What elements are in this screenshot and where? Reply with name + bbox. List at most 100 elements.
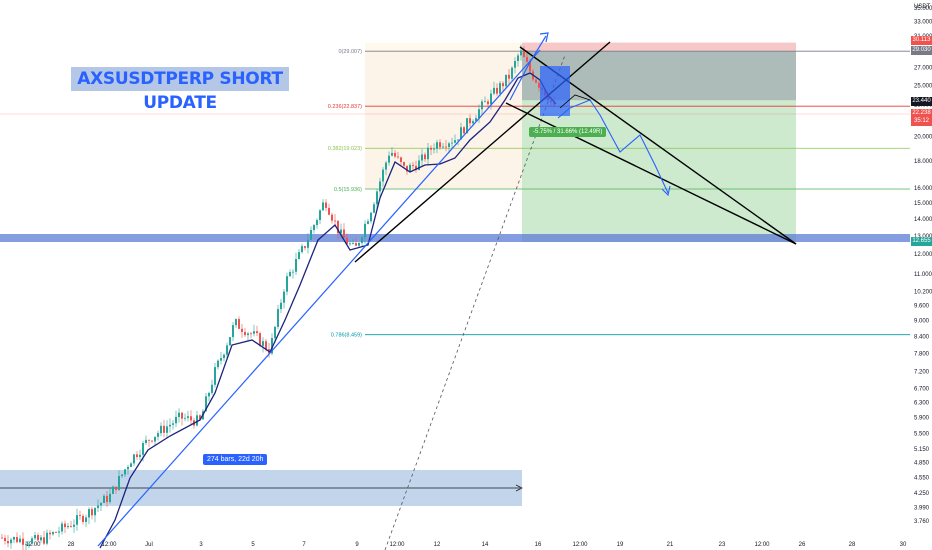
y-tick-label: 12.000 — [914, 252, 932, 258]
candle-body — [319, 210, 321, 221]
candle-body — [256, 331, 258, 334]
y-tick-label: 13.000 — [914, 234, 932, 240]
candle-body — [220, 358, 222, 361]
candle-body — [187, 416, 189, 418]
y-tick-label: 8.400 — [914, 334, 930, 340]
fib-zone-mid — [365, 51, 522, 189]
fib-label: 0(29.007) — [338, 49, 362, 55]
take-profit-zone — [522, 100, 796, 242]
bars-range-label: 274 bars, 22d 20h — [203, 454, 268, 465]
candle-body — [481, 101, 483, 110]
y-tick-label: 11.000 — [914, 272, 932, 278]
candle-body — [478, 109, 480, 119]
candle-body — [145, 439, 147, 444]
candle-body — [433, 148, 435, 150]
x-tick-label: 7 — [302, 542, 306, 548]
candle-body — [289, 272, 291, 277]
candle-body — [346, 237, 348, 244]
candle-body — [166, 426, 168, 433]
candle-body — [34, 535, 36, 539]
candle-body — [445, 146, 447, 148]
y-tick-label: 4.550 — [914, 475, 930, 481]
candle-body — [178, 412, 180, 417]
y-tick-label: 6.300 — [914, 400, 930, 406]
candle-body — [364, 223, 366, 238]
candle-body — [151, 440, 153, 442]
x-tick-label: 19 — [617, 542, 624, 548]
candle-body — [121, 474, 123, 477]
candle-body — [316, 220, 318, 226]
candle-body — [208, 392, 210, 397]
y-tick-label: 15.000 — [914, 201, 932, 207]
candle-body — [508, 74, 510, 79]
x-tick-label: 30 — [900, 542, 907, 548]
candle-body — [28, 543, 30, 545]
candle-body — [328, 207, 330, 215]
candle-body — [196, 415, 198, 426]
candle-body — [280, 302, 282, 310]
candle-body — [469, 118, 471, 124]
y-tick-label: 5.150 — [914, 447, 930, 453]
projection-box — [540, 66, 570, 116]
candle-body — [409, 164, 411, 172]
candle-body — [88, 509, 90, 518]
y-tick-label: 35.000 — [914, 6, 932, 12]
candle-body — [358, 242, 360, 246]
candle-body — [244, 331, 246, 336]
y-tick-label: 14.000 — [914, 217, 932, 223]
candle-body — [1, 537, 3, 539]
candle-body — [388, 155, 390, 163]
candle-body — [367, 221, 369, 224]
candle-body — [538, 82, 540, 88]
candle-body — [430, 147, 432, 150]
candle-body — [466, 118, 468, 134]
candle-body — [109, 493, 111, 503]
candle-body — [370, 212, 372, 222]
candle-body — [223, 354, 225, 359]
candle-body — [259, 333, 261, 346]
candle-body — [61, 523, 63, 532]
candle-body — [229, 337, 231, 346]
y-tick-label: 6.700 — [914, 386, 930, 392]
candle-body — [484, 101, 486, 103]
candle-body — [313, 225, 315, 231]
candle-body — [418, 160, 420, 170]
x-tick-label: 23 — [719, 542, 726, 548]
candle-body — [292, 271, 294, 273]
fib-label: 0.236(22.837) — [328, 104, 362, 110]
candle-body — [535, 79, 537, 83]
y-tick-label: 7.200 — [914, 370, 930, 376]
candle-body — [325, 202, 327, 208]
candle-body — [25, 544, 27, 546]
candle-body — [403, 162, 405, 166]
candle-body — [439, 142, 441, 148]
price-tag-last: 22.238 — [911, 109, 932, 118]
candle-body — [523, 50, 525, 58]
candle-body — [241, 328, 243, 332]
candle-body — [31, 538, 33, 544]
candle-body — [397, 156, 399, 158]
support-band — [0, 234, 910, 242]
candle-body — [517, 55, 519, 62]
chart-title-annotation[interactable]: AXSUSDTPERP SHORT UPDATE — [71, 67, 289, 113]
candle-body — [487, 101, 489, 105]
fib-label: 0.5(15.936) — [334, 187, 362, 193]
candle-body — [526, 57, 528, 62]
candle-body — [295, 259, 297, 272]
candle-body — [49, 532, 51, 535]
candle-body — [7, 541, 9, 544]
candle-body — [427, 147, 429, 160]
candle-body — [424, 154, 426, 160]
candle-body — [511, 67, 513, 79]
fib-label: 0.382(19.023) — [328, 146, 362, 152]
x-tick-label: 14 — [482, 542, 489, 548]
candle-body — [277, 309, 279, 327]
candle-body — [184, 417, 186, 419]
candle-body — [235, 319, 237, 326]
candle-body — [136, 454, 138, 457]
breakout-arrow-head — [539, 32, 549, 43]
candle-body — [22, 538, 24, 545]
candle-body — [529, 61, 531, 72]
candle-body — [142, 443, 144, 455]
